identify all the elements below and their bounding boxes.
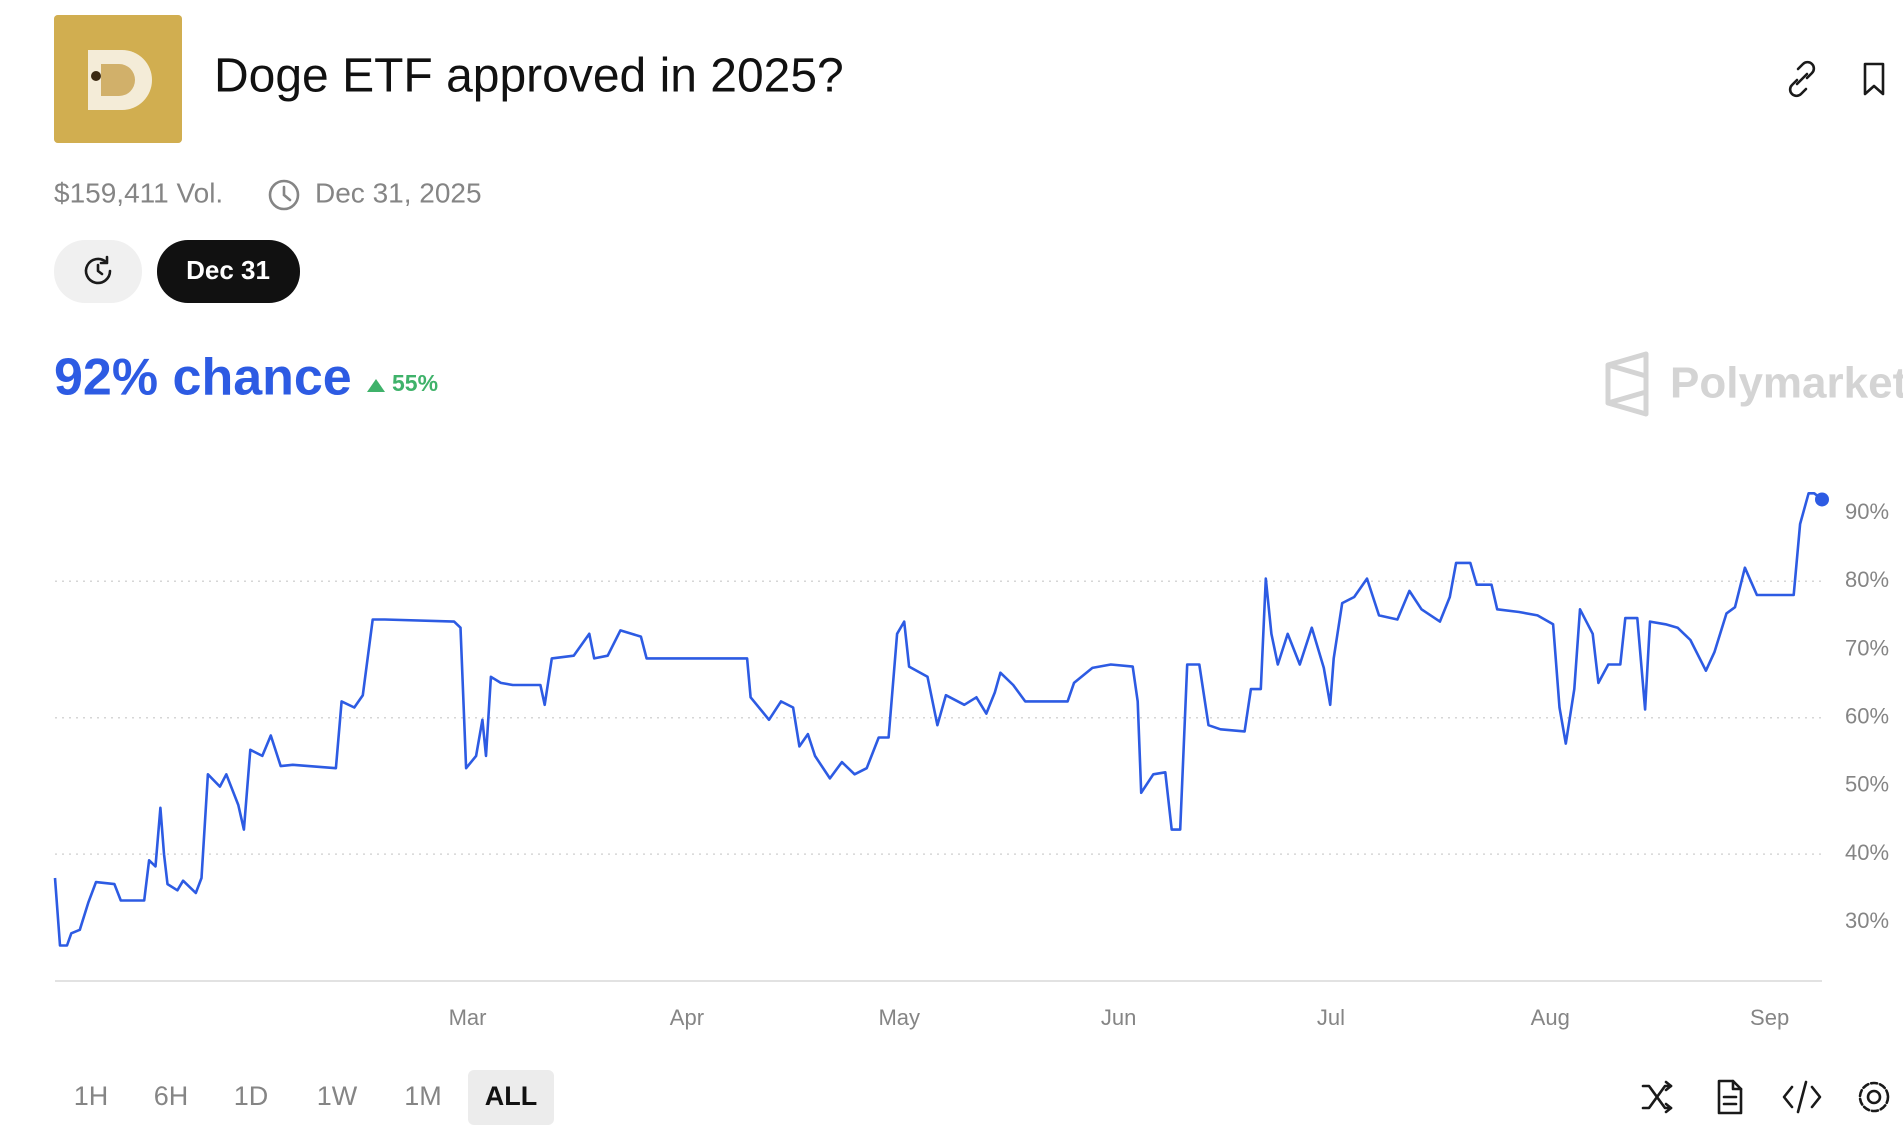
x-tick-label: Mar — [449, 1005, 487, 1030]
price-line — [53, 492, 1823, 947]
y-tick-label: 60% — [1845, 704, 1889, 729]
x-tick-label: Sep — [1750, 1005, 1789, 1030]
x-tick-label: May — [878, 1005, 920, 1030]
change: 55% — [392, 370, 438, 396]
document-button[interactable] — [1717, 1079, 1743, 1115]
y-tick-label: 80% — [1845, 567, 1889, 592]
range-button[interactable]: 1W — [317, 1081, 358, 1111]
chance: 92% chance — [54, 349, 352, 407]
y-tick-label: 40% — [1845, 840, 1889, 865]
date-tab-label: Dec 31 — [186, 255, 270, 285]
shuffle-button[interactable] — [1641, 1080, 1673, 1114]
bookmark-button[interactable] — [1863, 62, 1885, 96]
plot: 30% 40% 50% 60% 70% 80% 90% Mar Apr May Jun Jul Aug S… — [53, 492, 1889, 1030]
change-arrow — [367, 379, 385, 392]
range-button[interactable]: 1M — [404, 1081, 442, 1111]
range-button[interactable]: 1H — [74, 1081, 109, 1111]
range-button[interactable]: 6H — [154, 1081, 189, 1111]
settings-button[interactable] — [1858, 1081, 1890, 1113]
y-tick-label: 90% — [1845, 499, 1889, 524]
active-range-bg — [468, 1070, 554, 1125]
clock-icon — [268, 179, 300, 211]
history-icon — [84, 255, 112, 285]
market-logo — [54, 15, 182, 143]
y-tick-label: 30% — [1845, 908, 1889, 933]
embed-button[interactable] — [1782, 1080, 1822, 1114]
x-tick-label: Jul — [1317, 1005, 1345, 1030]
latest-point — [1815, 492, 1829, 507]
x-tick-label: Apr — [670, 1005, 704, 1030]
copy-link-button[interactable] — [1788, 60, 1816, 98]
range-button[interactable]: 1D — [234, 1081, 269, 1111]
end-date: Dec 31, 2025 — [315, 177, 482, 208]
market-title: Doge ETF approved in 2025? — [214, 50, 844, 103]
volume: $159,411 Vol. — [54, 177, 223, 208]
brand: Polymarket — [1670, 359, 1903, 408]
brand-logo — [1605, 351, 1649, 417]
range-button[interactable]: ALL — [485, 1081, 537, 1111]
x-tick-label: Aug — [1531, 1005, 1570, 1030]
y-tick-label: 70% — [1845, 635, 1889, 660]
x-tick-label: Jun — [1101, 1005, 1136, 1030]
date-tab[interactable] — [157, 240, 300, 303]
range-buttons: 1H 6H 1D 1W 1M ALL — [74, 1081, 538, 1111]
y-tick-label: 50% — [1845, 772, 1889, 797]
